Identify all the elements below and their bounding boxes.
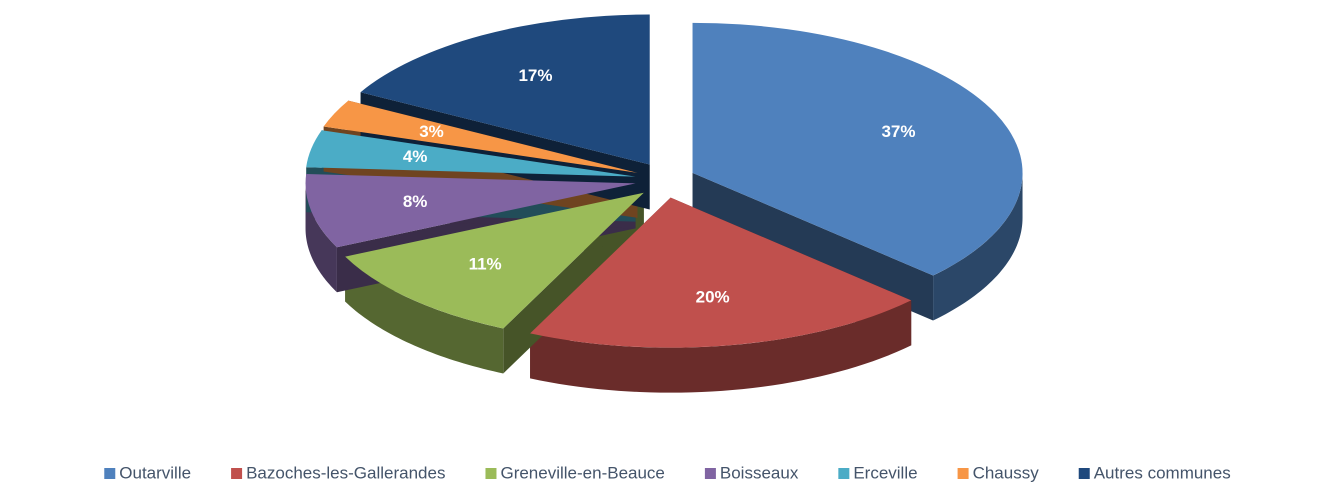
legend-label: Outarville — [119, 463, 191, 482]
slice-wall — [530, 300, 912, 393]
legend-label: Erceville — [853, 463, 917, 482]
slice — [530, 197, 912, 348]
legend-label: Autres communes — [1094, 463, 1231, 482]
legend-label: Bazoches-les-Gallerandes — [246, 463, 445, 482]
data-label: 17% — [518, 66, 552, 85]
slice — [692, 22, 1023, 276]
slice — [305, 173, 636, 248]
slice-side — [692, 172, 934, 321]
slice-wall — [345, 256, 504, 374]
legend-label: Boisseaux — [720, 463, 799, 482]
slice — [360, 14, 650, 165]
legend-label: Chaussy — [973, 463, 1040, 482]
legend-swatch — [704, 468, 716, 479]
legend-label: Greneville-en-Beauce — [500, 463, 664, 482]
legend-swatch — [957, 468, 969, 479]
data-label: 37% — [881, 122, 915, 141]
data-label: 8% — [403, 192, 428, 211]
data-label: 4% — [403, 147, 428, 166]
legend-swatch — [1078, 468, 1090, 479]
slice-wall — [933, 172, 1023, 321]
data-label: 11% — [469, 254, 502, 273]
slice — [345, 192, 644, 329]
slice — [306, 130, 636, 177]
legend-swatch — [231, 468, 243, 479]
slice-wall — [305, 183, 337, 293]
legend-swatch — [838, 468, 850, 479]
slice — [323, 100, 638, 173]
legend-swatch — [104, 468, 116, 479]
data-label: 3% — [419, 122, 444, 141]
data-label: 20% — [696, 287, 730, 306]
legend-swatch — [485, 468, 497, 479]
